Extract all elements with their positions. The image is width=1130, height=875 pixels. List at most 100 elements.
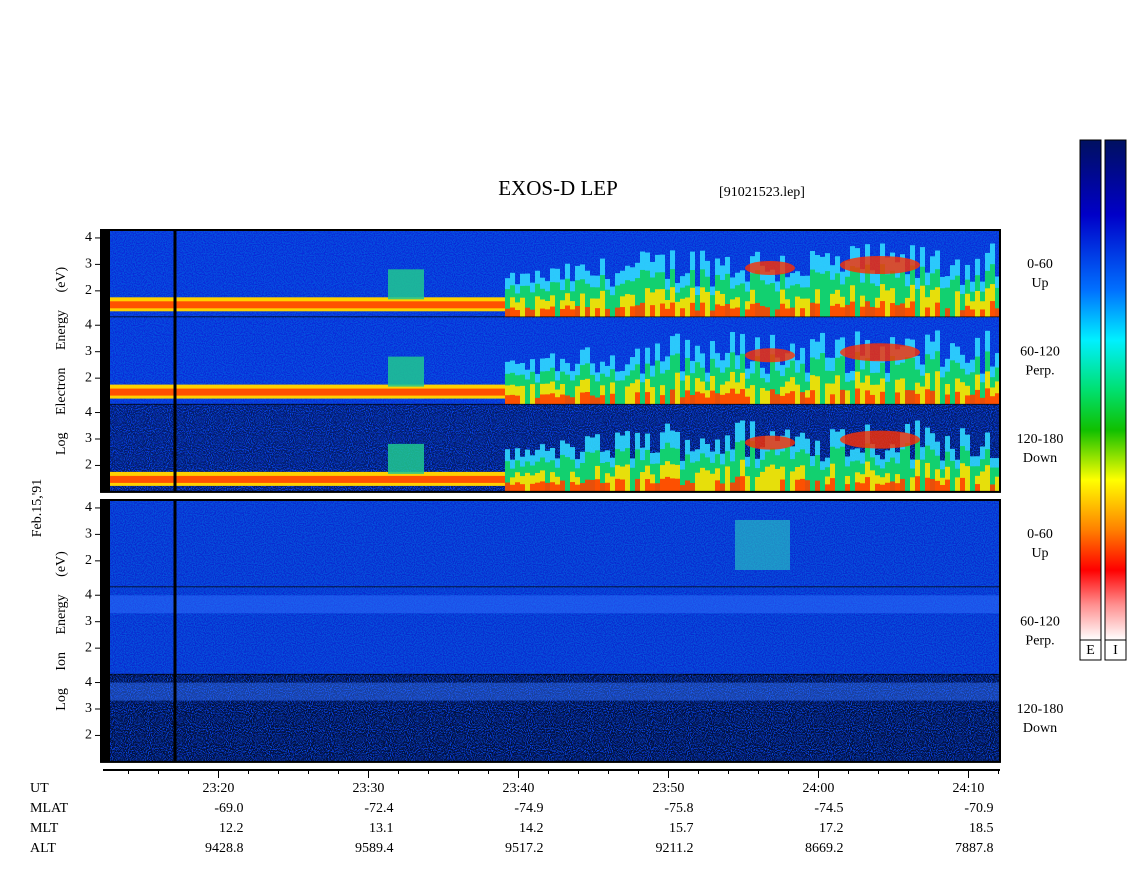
spectrogram-streak: [835, 289, 840, 318]
spectrogram-streak: [780, 479, 785, 492]
spectrogram-streak: [980, 397, 985, 405]
spectrogram-streak: [975, 389, 980, 405]
spectrogram-streak: [890, 356, 895, 405]
spectrogram-streak: [530, 384, 535, 405]
y-tick-label: 2: [85, 728, 92, 743]
spectrogram-streak: [940, 377, 945, 405]
spectrogram-streak: [550, 472, 555, 492]
spectrogram-streak: [805, 480, 810, 492]
spectrogram-streak: [990, 284, 995, 318]
spectrogram-streak: [630, 467, 635, 492]
spectrogram-streak: [545, 462, 550, 492]
spectrogram-streak: [850, 301, 855, 318]
colorbar: [1079, 139, 1102, 641]
spectrogram-feature: [735, 520, 790, 570]
spectrogram-streak: [890, 481, 895, 492]
direction-label: Down: [1023, 721, 1057, 736]
spectrogram-streak: [730, 371, 735, 405]
spectrogram-streak: [720, 293, 725, 318]
spectrogram-streak: [785, 308, 790, 318]
spectrogram-streak: [930, 478, 935, 492]
spectrogram-streak: [700, 287, 705, 318]
spectrogram-streak: [890, 288, 895, 318]
spectrogram-streak: [750, 303, 755, 318]
spectrogram-feature: [388, 269, 424, 300]
spectrogram-streak: [745, 396, 750, 405]
spectrogram-streak: [530, 483, 535, 492]
spectrogram-streak: [705, 397, 710, 405]
spectrogram-streak: [885, 482, 890, 492]
spectrogram-streak: [925, 373, 930, 405]
spectrogram-streak: [520, 297, 525, 318]
spectrogram-streak: [665, 476, 670, 492]
spectrogram-streak: [660, 385, 665, 405]
spectrogram-streak: [815, 376, 820, 405]
spectrogram-streak: [660, 465, 665, 492]
spectrogram-streak: [680, 380, 685, 405]
spectrogram-streak: [550, 381, 555, 405]
spectrogram-streak: [880, 477, 885, 492]
spectrogram-streak: [970, 466, 975, 492]
spectrogram-streak: [940, 288, 945, 318]
spectrogram-streak: [855, 472, 860, 492]
spectrogram-streak: [730, 388, 735, 405]
spectrogram-streak: [905, 390, 910, 405]
spectrogram-streak: [595, 479, 600, 492]
ephemeris-value: 9517.2: [505, 841, 544, 856]
spectrogram-streak: [780, 395, 785, 405]
spectrogram-streak: [740, 283, 745, 318]
spectrogram-streak: [865, 264, 870, 318]
spectrogram-streak: [685, 390, 690, 405]
spectrogram-streak: [900, 303, 905, 318]
spectrogram-streak: [905, 307, 910, 318]
spectrogram-streak: [705, 291, 710, 318]
spectrogram-streak: [695, 472, 700, 492]
spectrogram-streak: [945, 383, 950, 405]
spectrogram-streak: [955, 391, 960, 405]
spectrogram-streak: [855, 267, 860, 318]
spectrogram-streak: [720, 394, 725, 405]
spectrogram-streak: [820, 353, 825, 405]
spectrogram-streak: [520, 484, 525, 492]
spectrogram-streak: [960, 382, 965, 405]
spectrogram-streak: [530, 475, 535, 492]
spectrogram-texture: [101, 500, 1000, 588]
spectrogram-feature: [745, 348, 795, 363]
spectrogram-streak: [505, 385, 510, 405]
file-name: [91021523.lep]: [719, 185, 805, 200]
spectrogram-streak: [715, 304, 720, 318]
spectrogram-streak: [960, 293, 965, 318]
spectrogram-band: [101, 682, 1000, 701]
spectrogram-streak: [980, 382, 985, 405]
pitch-angle-label: 60-120: [1020, 615, 1060, 630]
spectrogram-streak: [510, 394, 515, 405]
spectrogram-streak: [800, 465, 805, 492]
spectrogram-streak: [895, 277, 900, 318]
spectrogram-streak: [570, 471, 575, 492]
spectrogram-streak: [735, 393, 740, 405]
spectrogram-streak: [505, 395, 510, 405]
spectrogram-streak: [870, 394, 875, 405]
spectrogram-streak: [800, 298, 805, 318]
spectrogram-streak: [765, 466, 770, 492]
y-axis-label: Log Ion Energy (eV): [54, 551, 69, 711]
spectrogram-streak: [605, 308, 610, 318]
spectrogram-streak: [510, 484, 515, 492]
spectrogram-streak: [640, 382, 645, 405]
spectrogram-streak: [660, 395, 665, 405]
spectrogram-streak: [995, 287, 1000, 318]
x-tick-label: 23:50: [653, 781, 685, 796]
spectrogram-streak: [925, 477, 930, 492]
spectrogram-streak: [570, 301, 575, 318]
spectrogram-streak: [825, 271, 830, 318]
x-tick-label: 24:00: [803, 781, 835, 796]
spectrogram-streak: [740, 476, 745, 492]
spectrogram-streak: [565, 374, 570, 405]
spectrogram-streak: [945, 308, 950, 318]
spectrogram-streak: [655, 360, 660, 405]
spectrogram-streak: [945, 479, 950, 492]
ephemeris-row-label: MLAT: [30, 801, 69, 816]
spectrogram-streak: [620, 296, 625, 318]
spectrogram-streak: [885, 473, 890, 492]
spectrogram-streak: [915, 288, 920, 318]
